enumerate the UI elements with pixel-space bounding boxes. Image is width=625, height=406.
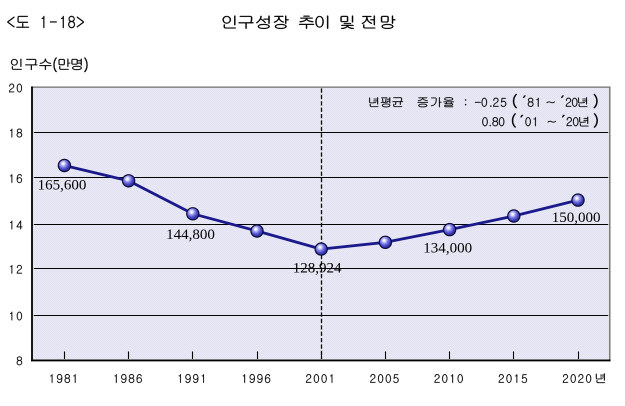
svg-text:128,924: 128,924 bbox=[293, 261, 342, 277]
svg-text:165,600: 165,600 bbox=[38, 178, 87, 194]
svg-text:134,000: 134,000 bbox=[423, 241, 472, 257]
svg-text:144,800: 144,800 bbox=[166, 227, 215, 243]
svg-text:150,000: 150,000 bbox=[552, 210, 601, 226]
